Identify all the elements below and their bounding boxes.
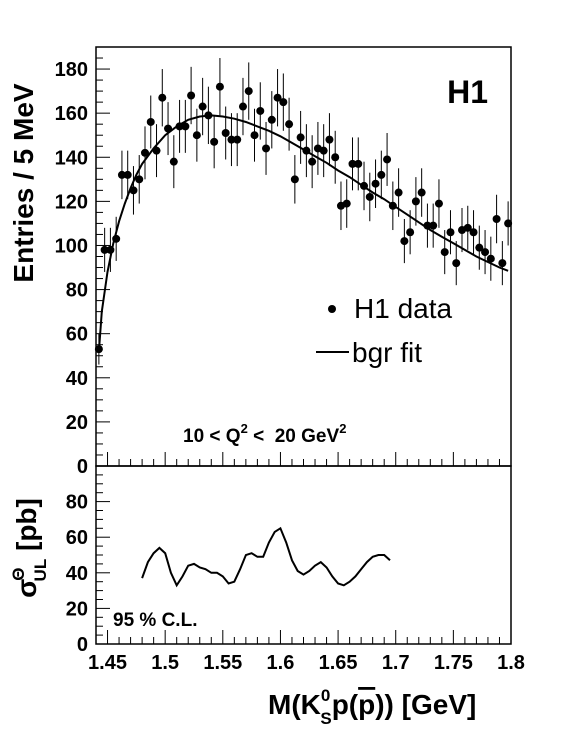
- data-point: [227, 135, 236, 144]
- data-point: [233, 135, 242, 144]
- data-point: [325, 135, 334, 144]
- bottom-y-tick-label: 20: [66, 598, 88, 620]
- data-point: [169, 157, 178, 166]
- q2-range-annotation: 10 < Q2 < 20 GeV2: [183, 421, 346, 447]
- legend-data-marker: [328, 305, 336, 313]
- data-point: [417, 188, 426, 197]
- data-point: [319, 146, 328, 155]
- data-point: [406, 228, 415, 237]
- data-point: [394, 188, 403, 197]
- bottom-y-tick-label: 0: [77, 634, 88, 656]
- cl-annotation: 95 % C.L.: [113, 610, 197, 631]
- data-point: [100, 245, 109, 254]
- bottom-y-axis-title: σΘ UL [pb]: [9, 498, 50, 598]
- bgr-fit-curve: [97, 114, 509, 352]
- top-y-tick-label: 80: [66, 280, 88, 302]
- data-point: [256, 106, 265, 115]
- data-point: [117, 170, 126, 179]
- data-point: [267, 115, 276, 124]
- data-point: [463, 223, 472, 232]
- data-point: [348, 159, 357, 168]
- top-y-tick-label: 60: [66, 324, 88, 346]
- top-y-tick-label: 120: [55, 191, 88, 213]
- x-tick-label: 1.45: [88, 652, 127, 674]
- data-point: [140, 148, 149, 157]
- bottom-y-tick-label: 60: [66, 527, 88, 549]
- data-point: [411, 197, 420, 206]
- x-tick-label: 1.8: [497, 652, 525, 674]
- data-point: [383, 155, 392, 164]
- data-point: [123, 170, 132, 179]
- data-point: [475, 243, 484, 252]
- x-tick-label: 1.6: [267, 652, 295, 674]
- data-point: [504, 219, 513, 228]
- data-point: [486, 254, 495, 263]
- data-point: [365, 192, 374, 201]
- x-axis-title: M(K0 Sp(p)) [GeV]: [268, 686, 476, 728]
- data-point: [342, 199, 351, 208]
- data-point: [221, 129, 230, 138]
- bottom-y-tick-label: 40: [66, 563, 88, 585]
- data-point: [273, 93, 282, 102]
- x-tick-label: 1.55: [203, 652, 242, 674]
- data-point: [354, 159, 363, 168]
- data-point: [371, 179, 380, 188]
- data-point: [181, 122, 190, 131]
- data-point: [262, 144, 271, 153]
- data-point: [296, 133, 305, 142]
- x-tick-label: 1.75: [434, 652, 473, 674]
- top-y-tick-label: 180: [55, 59, 88, 81]
- top-data-layer: [94, 58, 513, 365]
- x-axis-title-pbar: p: [358, 689, 375, 720]
- data-point: [434, 199, 443, 208]
- data-point: [250, 131, 259, 140]
- top-y-tick-label: 100: [55, 235, 88, 257]
- data-point: [446, 228, 455, 237]
- q2-sup-1: 2: [241, 421, 248, 436]
- data-point: [498, 259, 507, 268]
- x-tick-label: 1.5: [151, 652, 179, 674]
- x-tick-label: 1.7: [382, 652, 410, 674]
- legend-fit-label: bgr fit: [352, 337, 422, 368]
- top-y-tick-label: 160: [55, 103, 88, 125]
- data-point: [285, 120, 294, 129]
- x-tick-label: 1.65: [319, 652, 358, 674]
- data-point: [308, 157, 317, 166]
- data-point: [198, 102, 207, 111]
- data-point: [135, 175, 144, 184]
- top-y-tick-label: 0: [77, 456, 88, 478]
- data-point: [492, 215, 501, 224]
- data-point: [238, 102, 247, 111]
- data-point: [469, 228, 478, 237]
- data-point: [158, 93, 167, 102]
- h1-brand-label: H1: [447, 74, 488, 110]
- data-point: [290, 175, 299, 184]
- bottom-data-layer: [141, 526, 391, 588]
- data-point: [440, 248, 449, 257]
- top-y-tick-label: 20: [66, 412, 88, 434]
- bottom-axis-ticks: 0 20 40 60 80 1.45 1.5 1.55 1.6 1.65 1.7 1.75 1.8: [66, 465, 525, 674]
- data-point: [192, 131, 201, 140]
- data-point: [210, 137, 219, 146]
- data-point: [377, 170, 386, 179]
- legend-data-label: H1 data: [354, 293, 452, 324]
- top-axis-ticks: 0 20 40 60 80 100 120 140 160 180: [55, 46, 512, 478]
- data-point: [331, 153, 340, 162]
- top-y-axis-title: Entries / 5 MeV: [8, 83, 39, 283]
- data-point: [244, 87, 253, 96]
- upper-limit-curve: [141, 526, 391, 588]
- data-point: [400, 237, 409, 246]
- data-point: [452, 259, 461, 268]
- data-point: [215, 82, 224, 91]
- data-point: [429, 221, 438, 230]
- top-y-tick-label: 140: [55, 147, 88, 169]
- top-y-tick-label: 40: [66, 368, 88, 390]
- data-point: [146, 117, 155, 126]
- q2-sup-2: 2: [339, 421, 346, 436]
- bottom-y-tick-label: 80: [66, 492, 88, 514]
- data-point: [481, 248, 490, 257]
- data-point: [279, 98, 288, 107]
- data-point: [187, 91, 196, 100]
